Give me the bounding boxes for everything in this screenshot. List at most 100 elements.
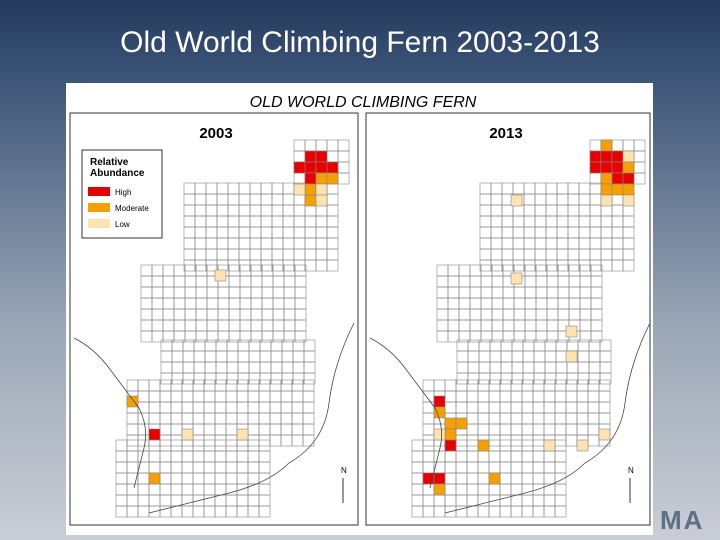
abundance-cell	[433, 483, 446, 496]
grid-cell	[192, 412, 205, 425]
grid-cell	[159, 450, 172, 463]
grid-cell	[436, 308, 449, 321]
grid-cell	[512, 248, 525, 261]
grid-cell	[181, 472, 194, 485]
grid-cell	[567, 226, 580, 239]
grid-cell	[184, 264, 197, 277]
grid-cell	[203, 412, 216, 425]
grid-cell	[554, 434, 567, 447]
grid-cell	[261, 319, 274, 332]
grid-cell	[292, 372, 305, 385]
grid-cell	[260, 193, 273, 206]
grid-cell	[315, 259, 328, 272]
abundance-cell	[598, 428, 611, 441]
grid-cell	[598, 412, 611, 425]
grid-cell	[148, 401, 161, 414]
map-panel: OLD WORLD CLIMBING FERN 2003 2013 High M…	[66, 83, 653, 535]
grid-cell	[239, 330, 252, 343]
grid-cell	[170, 401, 183, 414]
grid-cell	[534, 237, 547, 250]
grid-cell	[566, 339, 579, 352]
grid-cell	[216, 259, 229, 272]
grid-cell	[589, 204, 602, 217]
abundance-cell	[543, 439, 556, 452]
grid-cell	[249, 237, 262, 250]
grid-cell	[491, 308, 504, 321]
grid-cell	[589, 226, 602, 239]
grid-cell	[422, 390, 435, 403]
abundance-cell	[126, 395, 139, 408]
grid-cell	[182, 372, 195, 385]
grid-cell	[532, 494, 545, 507]
grid-cell	[148, 483, 161, 496]
grid-cell	[291, 401, 304, 414]
grid-cell	[247, 450, 260, 463]
grid-cell	[502, 286, 515, 299]
grid-cell	[458, 308, 471, 321]
grid-cell	[500, 350, 513, 363]
grid-cell	[479, 248, 492, 261]
grid-cell	[315, 139, 328, 152]
grid-cell	[203, 434, 216, 447]
legend-title: Relative Abundance	[90, 157, 145, 179]
grid-cell	[511, 350, 524, 363]
grid-cell	[436, 264, 449, 277]
grid-cell	[522, 372, 535, 385]
grid-cell	[214, 461, 227, 474]
grid-cell	[249, 259, 262, 272]
grid-cell	[513, 330, 526, 343]
grid-cell	[436, 286, 449, 299]
grid-cell	[480, 330, 493, 343]
legend-item: Low	[115, 220, 130, 229]
grid-cell	[159, 434, 172, 447]
grid-cell	[183, 226, 196, 239]
grid-cell	[567, 237, 580, 250]
grid-cell	[444, 401, 457, 414]
grid-cell	[271, 226, 284, 239]
grid-cell	[304, 237, 317, 250]
grid-cell	[479, 204, 492, 217]
grid-cell	[555, 339, 568, 352]
grid-cell	[611, 193, 624, 206]
grid-cell	[173, 264, 186, 277]
grid-cell	[534, 182, 547, 195]
grid-cell	[303, 339, 316, 352]
grid-cell	[568, 275, 581, 288]
grid-cell	[557, 286, 570, 299]
grid-cell	[513, 297, 526, 310]
grid-cell	[490, 215, 503, 228]
grid-cell	[469, 286, 482, 299]
grid-cell	[488, 390, 501, 403]
grid-cell	[490, 204, 503, 217]
grid-cell	[239, 286, 252, 299]
grid-cell	[227, 237, 240, 250]
grid-cell	[203, 390, 216, 403]
grid-cell	[206, 286, 219, 299]
grid-cell	[567, 248, 580, 261]
grid-cell	[271, 259, 284, 272]
grid-cell	[599, 372, 612, 385]
grid-cell	[466, 423, 479, 436]
grid-cell	[589, 215, 602, 228]
grid-cell	[281, 350, 294, 363]
grid-cell	[205, 226, 218, 239]
grid-cell	[280, 434, 293, 447]
grid-cell	[148, 379, 161, 392]
grid-cell	[192, 483, 205, 496]
abundance-cell	[611, 161, 624, 174]
grid-cell	[302, 401, 315, 414]
grid-cell	[447, 264, 460, 277]
grid-cell	[294, 330, 307, 343]
grid-cell	[578, 182, 591, 195]
grid-cell	[524, 308, 537, 321]
grid-cell	[205, 237, 218, 250]
grid-cell	[533, 339, 546, 352]
grid-cell	[258, 434, 271, 447]
grid-cell	[337, 150, 350, 163]
grid-cell	[214, 450, 227, 463]
grid-cell	[501, 248, 514, 261]
grid-cell	[469, 297, 482, 310]
grid-cell	[258, 461, 271, 474]
grid-cell	[258, 450, 271, 463]
grid-cell	[270, 339, 283, 352]
